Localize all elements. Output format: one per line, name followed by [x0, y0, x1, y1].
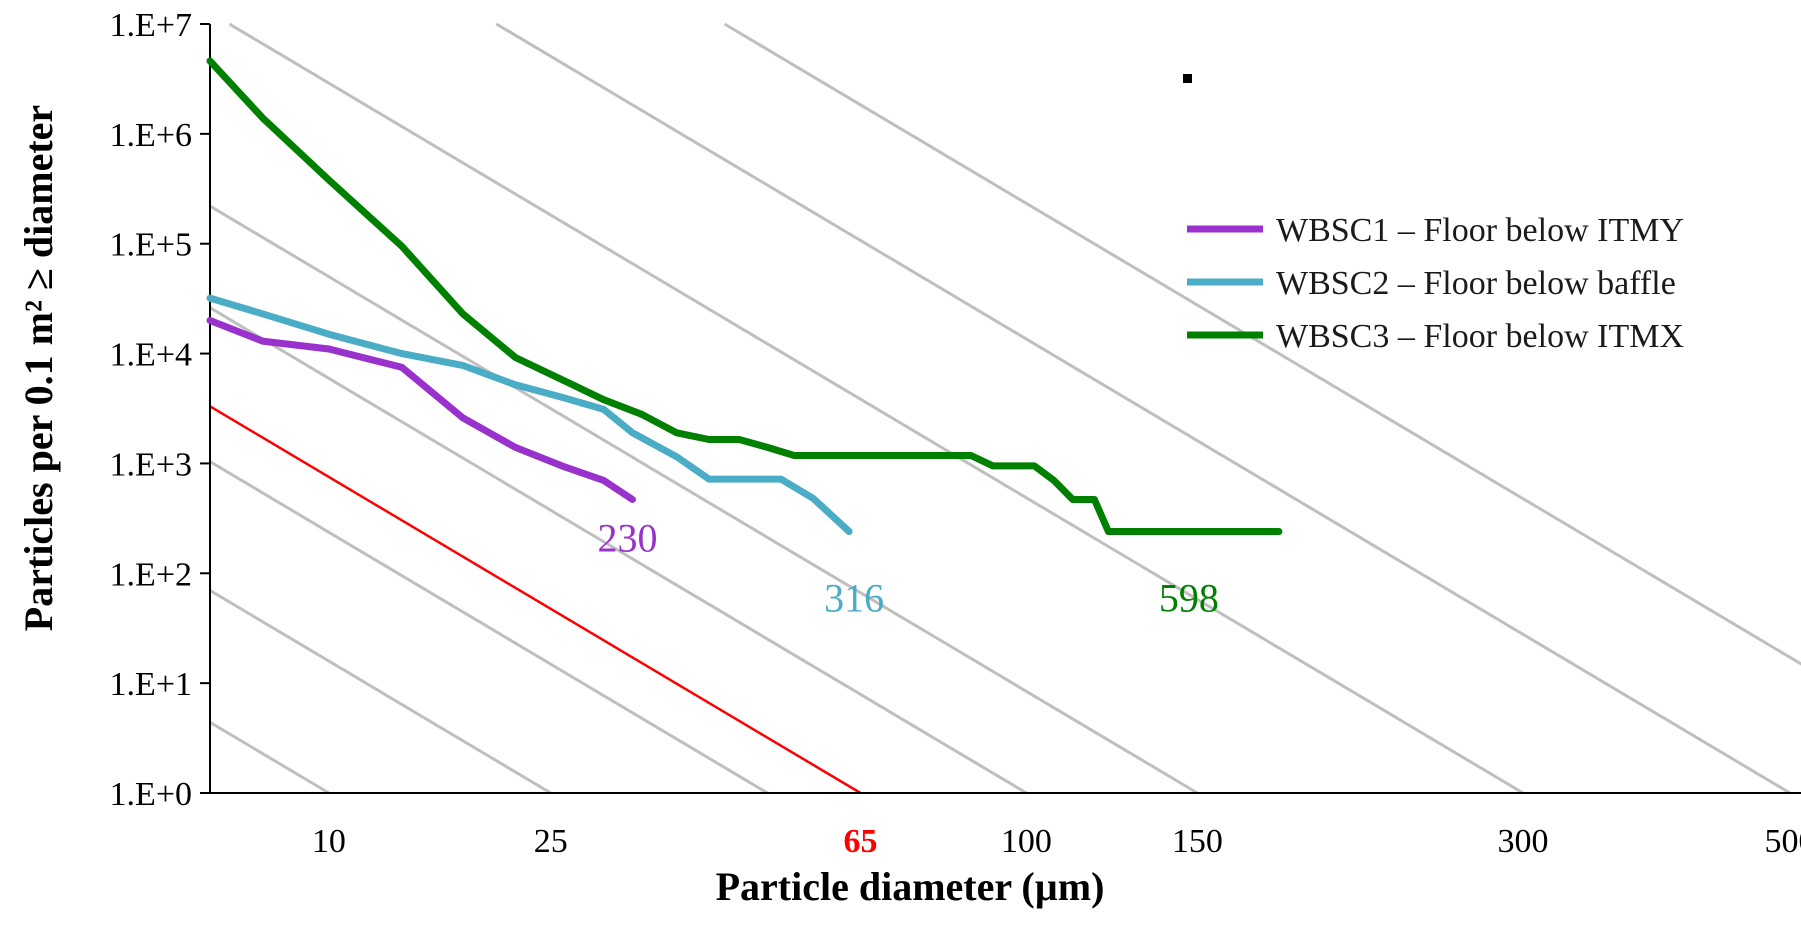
axes: 1.E+0 1.E+1 1.E+2 1.E+3 1.E+4 1.E+5 1.E+6 1.E+7…	[110, 7, 1801, 860]
series-end-labels: 230 316 598	[598, 515, 1219, 620]
reference-line	[228, 22, 1524, 795]
y-tick-label: 1.E+4	[110, 337, 192, 374]
y-tick-label: 1.E+5	[110, 227, 192, 264]
legend-label-3: WBSC3 – Floor below ITMX	[1276, 318, 1684, 355]
legend-label-1: WBSC1 – Floor below ITMY	[1276, 212, 1684, 249]
data-series	[206, 57, 1283, 535]
y-tick-label: 1.E+6	[110, 117, 192, 154]
y-tick-label: 1.E+2	[110, 556, 192, 593]
reference-lines	[209, 22, 1801, 795]
series-end-label-3: 598	[1159, 576, 1219, 621]
x-tick-label: 300	[1498, 823, 1549, 860]
series-end-label-2: 316	[824, 576, 884, 621]
legend-marker-dot	[1183, 74, 1192, 83]
series-line-1	[206, 317, 636, 503]
x-tick-label: 25	[534, 823, 568, 860]
reference-line	[209, 306, 1028, 795]
reference-line	[495, 22, 1791, 795]
x-axis-title: Particle diameter (µm)	[716, 864, 1105, 909]
reference-line	[209, 204, 1199, 795]
reference-line	[209, 460, 769, 795]
x-tick-label: 65	[844, 823, 878, 860]
reference-line	[723, 22, 1801, 666]
y-axis-title: Particles per 0.1 m² ≥ diameter	[16, 105, 61, 631]
x-tick-label: 10	[312, 823, 346, 860]
x-tick-label: 100	[1001, 823, 1052, 860]
y-tick-label: 1.E+3	[110, 446, 192, 483]
reference-line	[209, 589, 552, 795]
series-end-label-1: 230	[598, 515, 658, 560]
legend-label-2: WBSC2 – Floor below baffle	[1276, 265, 1676, 302]
y-tick-label: 1.E+0	[110, 776, 192, 813]
y-tick-label: 1.E+7	[110, 7, 192, 44]
x-tick-label: 500	[1765, 823, 1801, 860]
reference-line	[209, 721, 330, 795]
x-tick-label: 150	[1172, 823, 1223, 860]
series-line-2	[206, 294, 853, 535]
legend: WBSC1 – Floor below ITMY WBSC2 – Floor be…	[1183, 74, 1684, 355]
reference-line-65um	[209, 405, 862, 795]
y-tick-label: 1.E+1	[110, 666, 192, 703]
series-line-3	[206, 57, 1283, 535]
